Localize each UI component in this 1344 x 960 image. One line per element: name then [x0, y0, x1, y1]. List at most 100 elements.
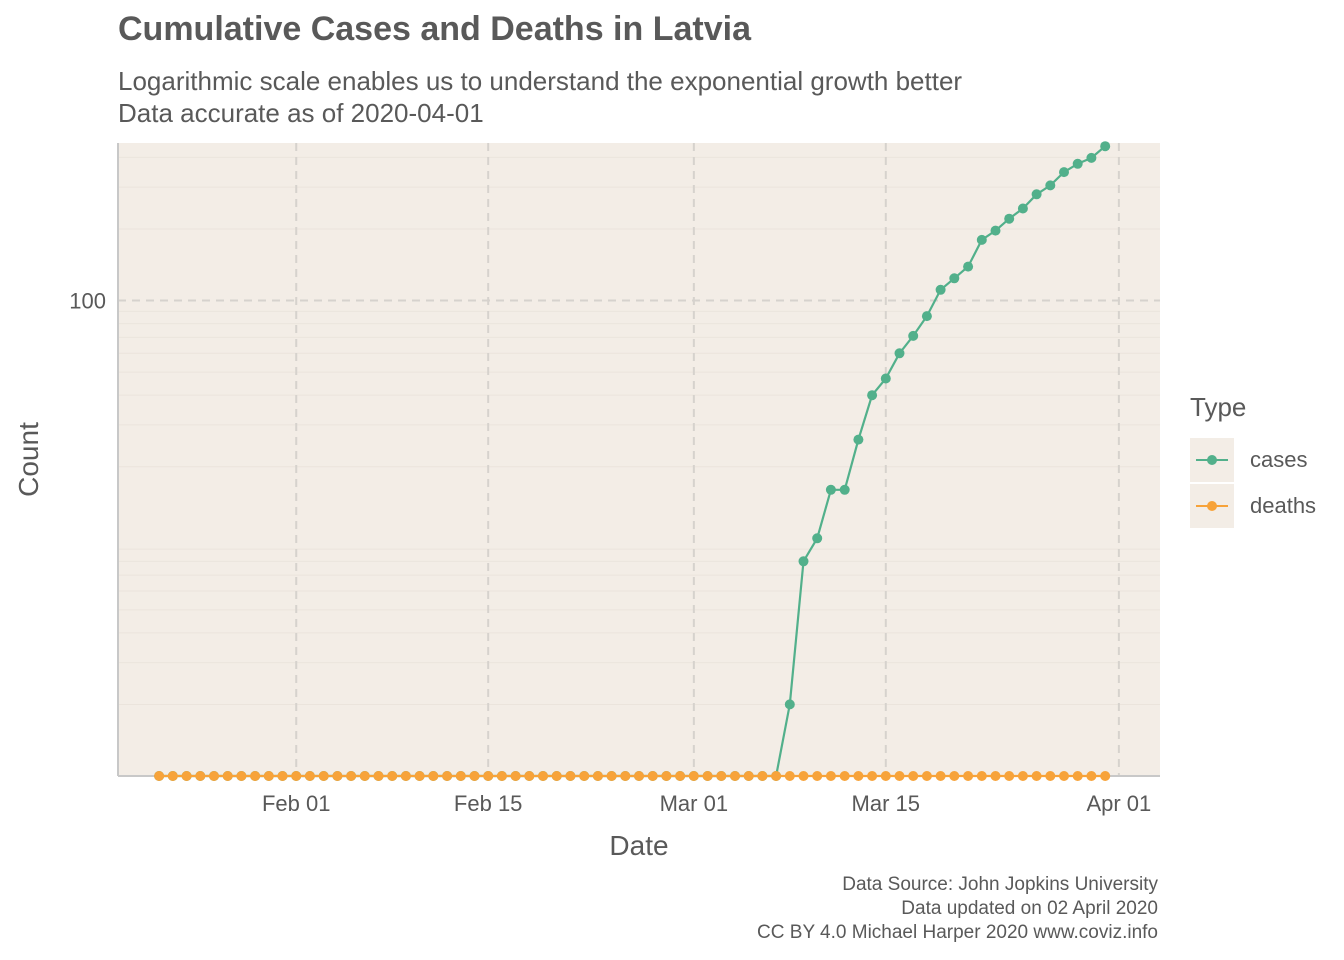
- data-point-cases: [853, 434, 864, 445]
- caption-license: CC BY 4.0 Michael Harper 2020 www.coviz.…: [757, 922, 1158, 943]
- data-point-cases: [1045, 180, 1056, 191]
- data-point-cases: [867, 390, 878, 401]
- legend-title: Type: [1190, 392, 1247, 422]
- caption-updated: Data updated on 02 April 2020: [901, 898, 1158, 919]
- data-point-deaths: [1031, 771, 1042, 781]
- data-point-deaths: [167, 771, 178, 781]
- data-point-deaths: [496, 771, 507, 781]
- data-point-deaths: [880, 771, 891, 781]
- data-point-cases: [949, 273, 960, 284]
- data-point-deaths: [908, 771, 919, 781]
- data-point-deaths: [209, 771, 219, 781]
- data-point-deaths: [565, 771, 576, 781]
- data-point-cases: [839, 484, 850, 495]
- data-point-cases: [798, 556, 809, 567]
- data-point-deaths: [291, 771, 302, 781]
- chart-subtitle-line-1: Logarithmic scale enables us to understa…: [118, 66, 963, 96]
- series-layer: [154, 141, 1111, 781]
- data-point-cases: [825, 484, 836, 495]
- data-point-cases: [921, 311, 932, 322]
- data-point-deaths: [236, 771, 247, 781]
- data-point-deaths: [428, 771, 439, 781]
- legend-key-cases: [1190, 438, 1234, 482]
- data-point-deaths: [414, 771, 425, 781]
- legend-label-deaths: deaths: [1250, 493, 1317, 518]
- y-axis-label: Count: [13, 422, 44, 497]
- data-point-deaths: [894, 771, 905, 781]
- data-point-deaths: [743, 771, 754, 781]
- data-point-deaths: [1072, 771, 1083, 781]
- data-point-deaths: [1059, 771, 1069, 781]
- data-point-deaths: [1004, 771, 1015, 781]
- data-point-deaths: [647, 771, 658, 781]
- chart-subtitle-line-2: Data accurate as of 2020-04-01: [118, 98, 484, 128]
- legend-item-deaths: deaths: [1190, 484, 1340, 528]
- legend-label-cases: cases: [1250, 447, 1308, 472]
- data-point-cases: [1017, 203, 1028, 214]
- data-point-deaths: [620, 771, 631, 781]
- minor-gridlines: [118, 156, 1160, 705]
- data-point-deaths: [990, 771, 1001, 781]
- data-point-deaths: [730, 771, 740, 781]
- x-tick-label: Feb 01: [262, 791, 331, 816]
- data-point-deaths: [935, 771, 946, 781]
- data-point-cases: [976, 234, 987, 245]
- data-point-deaths: [154, 771, 165, 781]
- data-point-deaths: [592, 771, 603, 781]
- data-point-deaths: [963, 771, 974, 781]
- data-point-deaths: [469, 771, 480, 781]
- plot-panel: [118, 143, 1160, 776]
- data-point-deaths: [524, 771, 535, 781]
- data-point-deaths: [784, 771, 795, 781]
- data-point-deaths: [1086, 771, 1097, 781]
- data-point-cases: [880, 373, 891, 384]
- data-point-deaths: [976, 771, 987, 781]
- data-point-deaths: [195, 771, 206, 781]
- data-point-deaths: [661, 771, 672, 781]
- data-point-deaths: [400, 771, 411, 781]
- data-point-deaths: [675, 771, 686, 781]
- data-point-deaths: [921, 771, 932, 781]
- data-point-deaths: [455, 771, 466, 781]
- data-point-deaths: [771, 771, 782, 781]
- data-point-deaths: [387, 771, 398, 781]
- data-point-cases: [1072, 158, 1083, 169]
- data-point-deaths: [812, 771, 823, 781]
- data-point-deaths: [332, 771, 343, 781]
- data-point-deaths: [222, 771, 233, 781]
- legend-key-deaths: [1190, 484, 1234, 528]
- data-point-cases: [935, 284, 946, 295]
- data-point-cases: [1100, 141, 1111, 152]
- data-point-deaths: [304, 771, 315, 781]
- data-point-deaths: [702, 771, 713, 781]
- data-point-deaths: [798, 771, 809, 781]
- caption-source: Data Source: John Jopkins University: [842, 874, 1158, 895]
- data-point-deaths: [510, 771, 521, 781]
- data-point-deaths: [551, 771, 562, 781]
- data-point-deaths: [949, 771, 960, 781]
- data-point-cases: [990, 225, 1001, 236]
- data-point-deaths: [606, 771, 617, 781]
- data-point-deaths: [579, 771, 590, 781]
- x-tick-label: Feb 15: [454, 791, 523, 816]
- data-point-deaths: [825, 771, 836, 781]
- x-tick-label: Mar 01: [660, 791, 728, 816]
- data-point-deaths: [853, 771, 864, 781]
- legend-item-cases: cases: [1190, 438, 1340, 482]
- data-point-cases: [963, 261, 974, 272]
- x-axis-label: Date: [609, 830, 668, 861]
- data-point-deaths: [181, 771, 192, 781]
- data-point-cases: [1059, 167, 1069, 178]
- data-point-deaths: [839, 771, 850, 781]
- x-tick-label: Apr 01: [1086, 791, 1151, 816]
- y-tick-label: 100: [69, 289, 106, 314]
- data-point-deaths: [442, 771, 453, 781]
- data-point-cases: [812, 533, 823, 544]
- data-point-deaths: [634, 771, 644, 781]
- data-point-deaths: [318, 771, 329, 781]
- data-point-cases: [894, 348, 905, 359]
- data-point-deaths: [1017, 771, 1028, 781]
- data-point-deaths: [867, 771, 878, 781]
- data-point-deaths: [346, 771, 357, 781]
